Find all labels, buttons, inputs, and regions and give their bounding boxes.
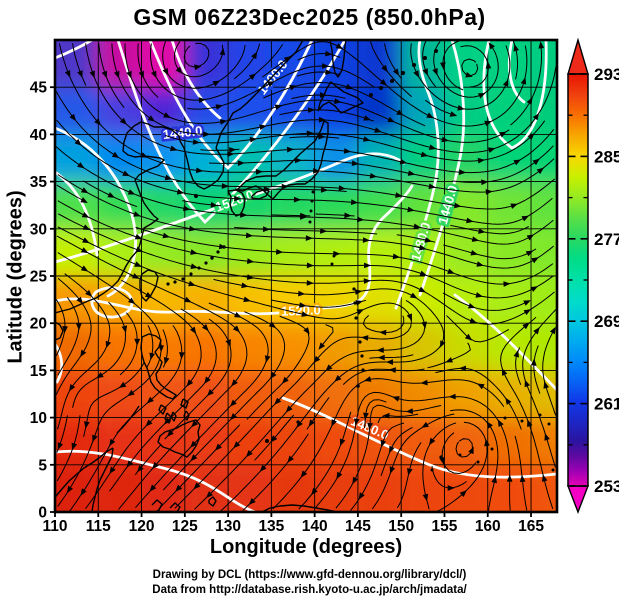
x-tick-label: 120: [129, 518, 155, 535]
y-tick-label: 20: [30, 316, 47, 333]
x-axis-title: Longitude (degrees): [209, 536, 403, 558]
map-layers: 1400.01440.01520.01440.01480.01520.01480…: [55, 40, 557, 512]
x-tick-label: 165: [518, 518, 544, 535]
x-tick-label: 155: [432, 518, 458, 535]
y-tick-label: 0: [38, 505, 47, 522]
y-tick-label: 10: [30, 410, 47, 427]
x-tick-label: 130: [215, 518, 241, 535]
figure-title: GSM 06Z23Dec2025 (850.0hPa): [133, 4, 486, 30]
colorbar-arrow-top: [567, 37, 589, 75]
axis-tick-labels: 110 115 120 125 130 135 140 145 150 155 160 165 0 5 10…: [30, 80, 545, 535]
y-tick-label: 15: [30, 363, 48, 380]
colorbar-arrow-bottom: [566, 485, 590, 514]
credit-line-dcl: Drawing by DCL (https://www.gfd-dennou.o…: [152, 569, 467, 581]
colorbar-tick-label: 293: [594, 65, 619, 84]
x-tick-label: 145: [345, 518, 371, 535]
y-tick-label: 5: [38, 457, 47, 474]
x-tick-label: 110: [42, 518, 67, 535]
wind-streamlines-layer: [55, 40, 557, 512]
x-tick-label: 125: [172, 518, 198, 535]
x-tick-label: 160: [475, 518, 501, 535]
y-tick-label: 35: [30, 174, 48, 191]
y-tick-label: 30: [30, 221, 47, 238]
x-tick-label: 115: [86, 518, 111, 535]
colorbar-tick-label: 253: [594, 477, 619, 496]
y-tick-label: 40: [30, 127, 47, 144]
y-tick-label: 25: [30, 269, 48, 286]
colorbar: 293 285 277 269 261 253: [566, 37, 619, 514]
x-tick-label: 140: [302, 518, 328, 535]
credit-line-data: Data from http://database.rish.kyoto-u.a…: [152, 584, 467, 596]
latlon-grid-layer: [55, 40, 557, 512]
x-tick-label: 135: [258, 518, 284, 535]
colorbar-tick-label: 261: [594, 395, 619, 414]
y-axis-title: Latitude (degrees): [4, 190, 27, 364]
y-tick-label: 45: [30, 80, 48, 97]
colorbar-tick-label: 277: [594, 230, 619, 249]
axis-ticks: [50, 86, 532, 517]
colorbar-tick-label: 285: [594, 147, 619, 166]
x-tick-label: 150: [388, 518, 414, 535]
colorbar-tick-label: 269: [594, 312, 619, 331]
